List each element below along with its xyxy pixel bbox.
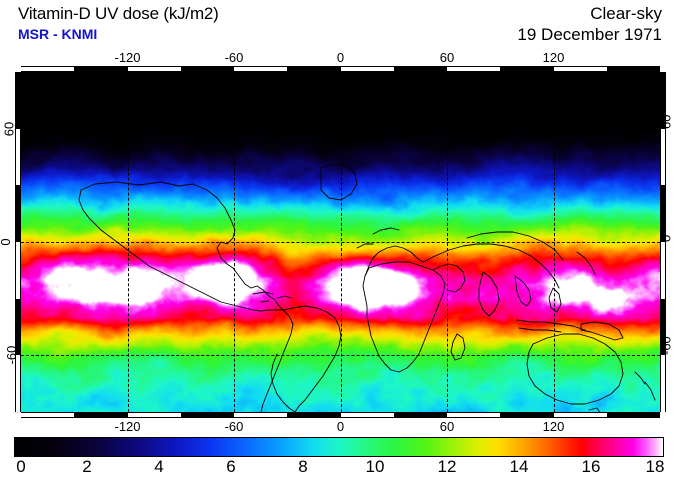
- ruler-segment: [661, 242, 665, 299]
- ruler-segment: [127, 413, 181, 417]
- y-tick-label-right: 60: [658, 114, 674, 129]
- x-tick-label-top: 0: [336, 50, 345, 65]
- ruler-segment: [661, 128, 665, 186]
- colorbar-ticklabels: 0 2 4 6 8 10 12 14 16 18: [0, 457, 678, 479]
- ruler-segment: [234, 413, 288, 417]
- ruler-segment: [340, 67, 394, 71]
- y-tick-label-right: 0: [658, 234, 674, 242]
- colorbar: [14, 437, 664, 457]
- page-title: Vitamin-D UV dose (kJ/m2): [18, 4, 219, 23]
- colorbar-tick-label: 2: [82, 457, 92, 476]
- x-tick-label-top: -120: [114, 50, 141, 65]
- ruler-segment: [340, 413, 394, 417]
- ruler-segment: [21, 67, 75, 71]
- colorbar-tick-label: 10: [365, 457, 385, 476]
- x-tick-label-bottom: 60: [439, 419, 455, 434]
- ruler-segment: [21, 413, 75, 417]
- ruler-segment: [16, 355, 20, 412]
- y-tick-label-left: -60: [3, 345, 19, 365]
- axis-bottom-ruler: [21, 412, 660, 418]
- ruler-segment: [127, 67, 181, 71]
- colorbar-tick-label: 8: [298, 457, 308, 476]
- ruler-segment: [234, 67, 288, 71]
- x-tick-label-top: 60: [439, 50, 455, 65]
- colorbar-tick-label: 18: [645, 457, 665, 476]
- y-tick-label-left: 60: [1, 121, 17, 136]
- ruler-segment: [16, 242, 20, 299]
- date-label: 19 December 1971: [517, 25, 662, 44]
- colorbar-gradient: [15, 438, 663, 456]
- x-tick-label-bottom: -60: [224, 419, 244, 434]
- ruler-segment: [447, 413, 501, 417]
- x-tick-label-top: -60: [224, 50, 244, 65]
- y-tick-label-left: 0: [0, 238, 13, 245]
- ruler-segment: [661, 355, 665, 412]
- ruler-segment: [553, 413, 607, 417]
- colorbar-tick-label: 0: [16, 457, 26, 476]
- y-tick-label-right: -60: [658, 336, 674, 356]
- ruler-segment: [16, 128, 20, 186]
- colorbar-tick-label: 16: [581, 457, 601, 476]
- axis-left-ruler: [15, 72, 21, 412]
- colorbar-tick-label: 4: [154, 457, 164, 476]
- map-plot-area: [21, 72, 660, 412]
- colorbar-tick-label: 12: [437, 457, 457, 476]
- x-tick-label-bottom: -120: [114, 419, 141, 434]
- axis-top-ruler: [21, 66, 660, 72]
- ruler-segment: [447, 67, 501, 71]
- colorbar-tick-label: 6: [226, 457, 236, 476]
- institute-label: MSR - KNMI: [18, 26, 98, 42]
- x-tick-label-top: 120: [542, 50, 565, 65]
- x-tick-label-bottom: 0: [336, 419, 345, 434]
- condition-label: Clear-sky: [590, 4, 662, 23]
- axis-right-ruler: [660, 72, 666, 412]
- coastline-overlay: [78, 163, 656, 412]
- x-tick-label-bottom: 120: [542, 419, 565, 434]
- ruler-segment: [553, 67, 607, 71]
- colorbar-tick-label: 14: [509, 457, 529, 476]
